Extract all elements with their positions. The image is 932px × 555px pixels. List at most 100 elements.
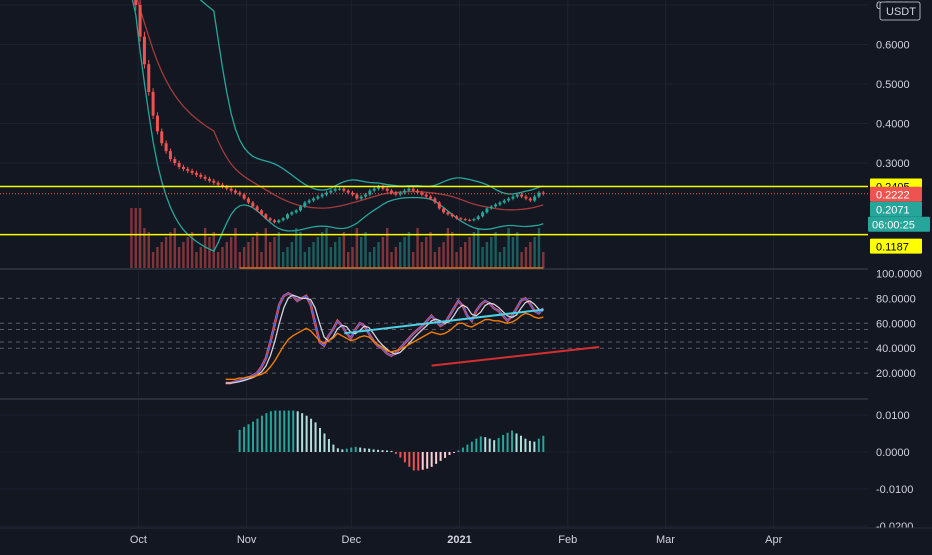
candle-body [394,192,398,195]
volume-bar [420,242,424,268]
volume-bar [221,247,224,268]
macd-histogram-bar [497,437,500,452]
macd-histogram-bar [493,440,496,452]
oscillator-line-outer [225,291,545,385]
volume-bar [438,247,441,268]
macd-histogram-bar [448,452,451,455]
oscillator-pane[interactable] [0,291,868,385]
candle-body [138,5,142,37]
candle-body [541,192,545,194]
macd-histogram-bar [247,424,250,452]
volume-bar [247,242,250,268]
price-tick-label: 0.6000 [876,40,910,52]
volume-bar [477,228,480,268]
volume-bar [390,252,393,268]
volume-bar [151,252,155,268]
time-axis[interactable]: Oct Nov Dec 2021 Feb Mar Apr [0,527,932,550]
price-pane[interactable] [0,0,868,268]
oscillator-tick-label: 100.0000 [876,269,922,281]
macd-histogram-bar [301,413,304,452]
macd-histogram-bar [439,452,442,461]
candle-body [272,220,276,223]
volume-bar [320,232,324,268]
candle-body [299,206,303,211]
volume-bar [433,252,437,268]
volume-bar [364,232,367,268]
macd-histogram-bar [359,447,362,452]
macd-histogram-bar [381,450,384,452]
bollinger-upper-band [199,0,544,195]
volume-bar [503,247,506,268]
candle-body [264,214,268,219]
macd-histogram-bar [368,448,371,452]
macd-histogram-bar [466,444,469,452]
volume-bar [160,242,163,268]
candle-body [307,200,311,203]
candle-body [403,190,407,193]
volume-bar [242,247,246,268]
macd-histogram-bar [403,452,406,463]
volume-bar [533,237,536,268]
volume-bar [481,247,484,268]
volume-bar [264,228,268,268]
last-price-badge-box [870,186,922,202]
volume-bar [307,247,311,268]
price-axis[interactable]: 0.70000.60000.50000.40000.3000100.000080… [868,0,932,550]
candle-body [442,208,446,213]
volume-bar [425,237,428,268]
volume-bar [351,247,354,268]
macd-histogram-bar [515,433,518,452]
macd-histogram-bar [394,452,397,454]
volume-bar [394,247,398,268]
candle-body [437,202,441,209]
macd-pane[interactable] [238,267,545,471]
macd-histogram-bar [314,422,317,452]
volume-bar [208,237,211,268]
macd-histogram-bar [274,410,277,452]
macd-tick-label: 0.0000 [876,447,910,459]
candle-body [251,202,255,207]
candle-body [303,202,307,207]
candle-body [398,192,402,195]
volume-bar [312,242,315,268]
candle-body [268,218,272,221]
volume-bar [455,252,458,268]
candle-body [220,184,224,187]
candle-body [186,168,190,171]
candle-body [151,91,155,116]
volume-bar [164,237,168,268]
oscillator-line-inner [225,292,544,384]
volume-bar [325,228,328,268]
candle-body [238,192,242,195]
volume-bar [316,237,320,268]
candle-body [147,64,151,92]
candle-body [407,188,411,191]
macd-histogram-bar [457,450,460,452]
volume-bar [459,247,463,268]
candle-body [277,220,281,223]
candle-body [199,174,203,177]
volume-bar [143,228,146,268]
macd-histogram-bar [430,452,433,467]
candle-body [312,198,316,201]
time-axis-label: Feb [558,534,577,546]
candle-body [524,196,528,199]
candle-body [468,219,472,221]
volume-bar [195,252,198,268]
candle-body [255,206,259,211]
currency-tag-box[interactable] [879,1,921,21]
candle-body [498,202,502,205]
candle-body [359,196,363,199]
macd-histogram-bar [528,440,531,452]
lower-trend-line[interactable] [431,345,600,367]
volume-bar [524,247,528,268]
volume-bar [303,252,307,268]
macd-histogram [238,410,545,471]
macd-histogram-bar [354,446,357,452]
candle-body [489,206,493,209]
time-axis-background [0,528,932,550]
upper-trend-line[interactable] [344,308,544,335]
volume-bar [329,247,333,268]
